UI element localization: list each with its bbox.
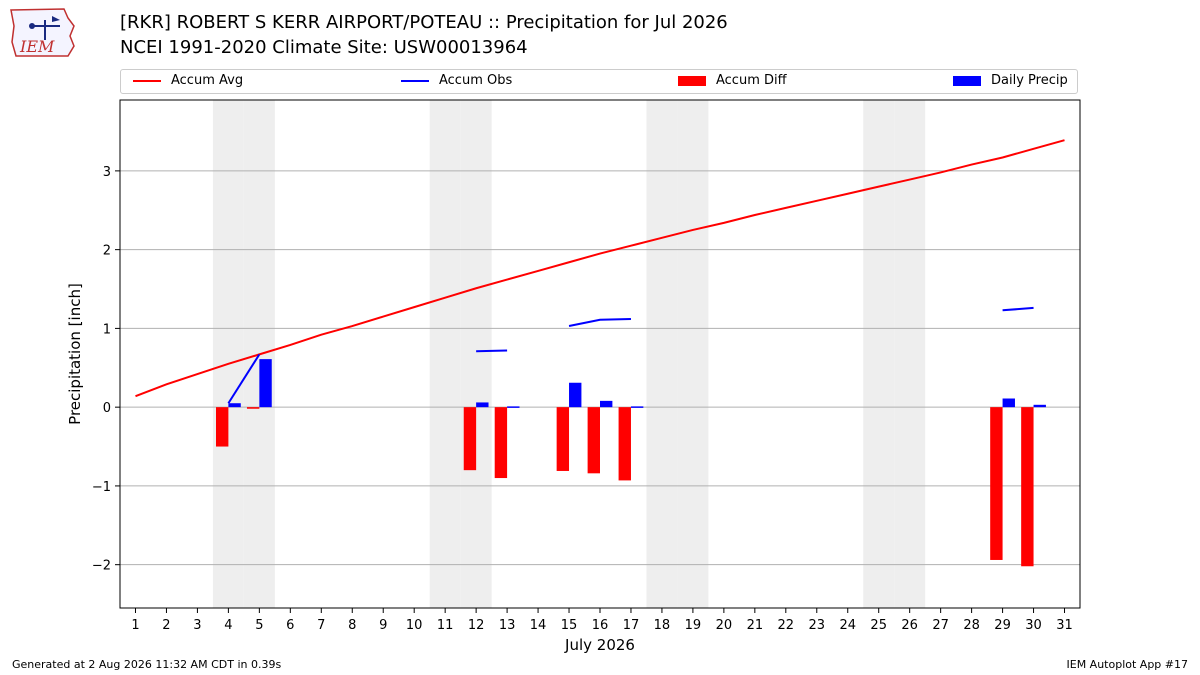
x-tick-label: 6	[286, 618, 294, 633]
accum-obs-line	[568, 317, 631, 328]
weekend-shade	[460, 100, 492, 608]
daily-precip-bar	[569, 382, 582, 408]
legend-swatch-daily-precip	[953, 75, 981, 86]
legend-swatch-accum-avg	[133, 79, 161, 82]
chart-legend: Accum Avg Accum Obs Accum Diff Daily Pre…	[120, 69, 1078, 94]
legend-item-accum-obs: Accum Obs	[401, 73, 512, 91]
y-tick-label: −1	[92, 480, 111, 495]
daily-precip-bar	[507, 406, 520, 408]
iem-logo: IEM	[10, 8, 75, 57]
accum-diff-bar	[990, 407, 1003, 560]
y-axis-label: Precipitation [inch]	[66, 283, 84, 425]
legend-label-accum-obs: Accum Obs	[439, 73, 513, 88]
legend-swatch-accum-obs	[401, 79, 429, 82]
weekend-shade	[212, 100, 244, 608]
chart-subtitle: NCEI 1991-2020 Climate Site: USW00013964	[120, 37, 528, 58]
accum-diff-bar	[463, 407, 477, 471]
x-tick-label: 7	[317, 618, 325, 633]
weekend-shade	[894, 100, 926, 608]
legend-item-daily-precip: Daily Precip	[953, 73, 1068, 91]
daily-precip-bar	[1002, 398, 1015, 408]
legend-label-accum-avg: Accum Avg	[171, 73, 244, 88]
x-tick-label: 10	[406, 618, 423, 633]
daily-precip-bar	[259, 359, 272, 408]
legend-swatch-accum-diff	[678, 75, 706, 86]
weekend-shade	[646, 100, 678, 608]
daily-precip-bar	[1033, 404, 1046, 408]
x-tick-label: 23	[809, 618, 826, 633]
accum-diff-bar	[494, 407, 508, 479]
x-tick-label: 5	[255, 618, 263, 633]
x-tick-label: 4	[224, 618, 232, 633]
legend-label-daily-precip: Daily Precip	[991, 73, 1068, 88]
x-tick-label: 12	[468, 618, 485, 633]
accum-diff-bar	[1021, 407, 1034, 567]
x-tick-label: 13	[499, 618, 516, 633]
daily-precip-bar	[630, 406, 644, 408]
weekend-shade	[677, 100, 709, 608]
accum-diff-bar	[618, 407, 631, 481]
x-tick-label: 25	[870, 618, 887, 633]
x-tick-label: 31	[1056, 618, 1073, 633]
y-tick-label: 2	[103, 244, 111, 259]
daily-precip-bar	[228, 403, 241, 408]
logo-text: IEM	[19, 37, 55, 56]
chart-title: [RKR] ROBERT S KERR AIRPORT/POTEAU :: Pr…	[120, 12, 728, 33]
x-tick-label: 28	[963, 618, 980, 633]
accum-obs-line	[1002, 306, 1034, 312]
x-tick-label: 24	[839, 618, 856, 633]
generated-timestamp: Generated at 2 Aug 2026 11:32 AM CDT in …	[12, 658, 282, 671]
x-tick-label: 29	[994, 618, 1011, 633]
y-tick-label: 1	[103, 322, 111, 337]
app-label: IEM Autoplot App #17	[1066, 658, 1189, 671]
x-tick-label: 26	[901, 618, 918, 633]
x-tick-label: 21	[747, 618, 764, 633]
x-tick-label: 18	[654, 618, 671, 633]
x-tick-label: 14	[530, 618, 547, 633]
x-axis-label: July 2026	[564, 636, 635, 654]
x-tick-label: 15	[561, 618, 578, 633]
weekend-shade	[429, 100, 461, 608]
accum-obs-line	[476, 349, 508, 353]
x-tick-label: 30	[1025, 618, 1042, 633]
x-tick-label: 2	[162, 618, 170, 633]
y-tick-label: −2	[92, 559, 111, 574]
accum-obs-line	[227, 353, 261, 404]
weekend-shade	[863, 100, 895, 608]
x-tick-label: 22	[778, 618, 795, 633]
y-tick-label: 3	[103, 165, 111, 180]
x-tick-label: 27	[932, 618, 949, 633]
x-tick-label: 3	[193, 618, 201, 633]
daily-precip-bar	[600, 400, 613, 408]
x-tick-label: 11	[437, 618, 454, 633]
x-tick-label: 9	[379, 618, 387, 633]
accum-diff-bar	[246, 407, 260, 409]
accum-diff-bar	[556, 407, 570, 471]
x-tick-label: 19	[685, 618, 702, 633]
x-tick-label: 8	[348, 618, 356, 633]
legend-item-accum-diff: Accum Diff	[678, 73, 787, 91]
x-tick-label: 17	[623, 618, 640, 633]
accum-avg-line	[135, 139, 1065, 398]
x-tick-label: 20	[716, 618, 733, 633]
x-tick-label: 1	[131, 618, 139, 633]
accum-diff-bar	[216, 407, 229, 447]
y-tick-label: 0	[103, 401, 111, 416]
x-tick-label: 16	[592, 618, 609, 633]
accum-diff-bar	[587, 407, 600, 474]
daily-precip-bar	[476, 402, 489, 408]
legend-label-accum-diff: Accum Diff	[716, 73, 787, 88]
legend-item-accum-avg: Accum Avg	[133, 73, 243, 91]
